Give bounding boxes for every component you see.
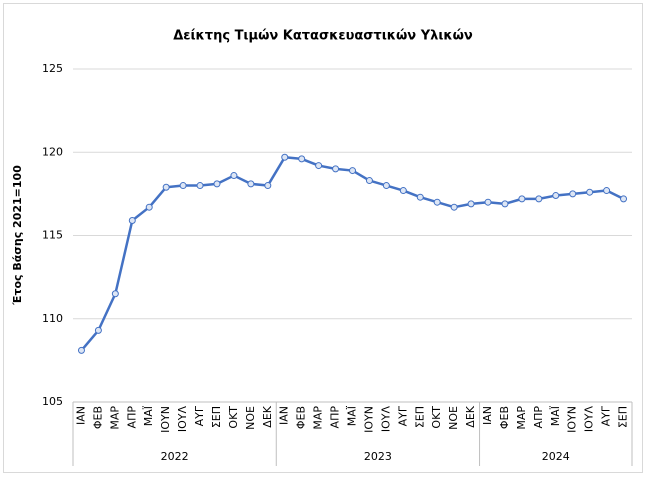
x-tick-label: ΜΑΡ (108, 406, 121, 430)
data-point (315, 162, 323, 170)
x-tick-label: ΣΕΠ (210, 406, 223, 428)
data-point (332, 165, 340, 173)
x-tick-label: ΙΟΥΛ (176, 406, 189, 433)
x-tick-label: ΑΥΓ (396, 405, 409, 426)
chart-border (3, 3, 643, 473)
data-point (535, 195, 543, 203)
data-point (416, 193, 424, 201)
x-tick-label: ΦΕΒ (91, 406, 104, 429)
x-tick-label: ΦΕΒ (498, 406, 511, 429)
y-axis-title: Έτος Βάσης 2021=100 (11, 165, 24, 306)
y-tick-label: 115 (42, 229, 63, 242)
data-point (484, 198, 492, 206)
y-tick-label: 120 (42, 145, 63, 158)
x-tick-label: ΜΑΪ (346, 405, 359, 426)
x-tick-label: ΑΥΓ (600, 405, 613, 426)
data-point (518, 195, 526, 203)
x-tick-label: ΣΕΠ (413, 406, 426, 428)
data-point (586, 188, 594, 196)
data-point (247, 180, 255, 188)
data-point (467, 200, 475, 208)
data-point (552, 192, 560, 200)
x-tick-label: ΜΑΡ (312, 406, 325, 430)
x-tick-label: ΙΑΝ (74, 406, 87, 425)
y-tick-label: 110 (42, 312, 63, 325)
x-tick-label: ΙΟΥΝ (566, 406, 579, 433)
data-point (162, 183, 170, 191)
data-point (281, 153, 289, 161)
data-point (77, 346, 85, 354)
data-point (230, 172, 238, 180)
group-label: 2024 (542, 450, 570, 463)
x-tick-label: ΜΑΡ (515, 406, 528, 430)
x-tick-label: ΜΑΪ (142, 405, 155, 426)
data-point (213, 180, 221, 188)
x-tick-label: ΙΟΥΛ (583, 406, 596, 433)
data-point (298, 155, 306, 163)
data-point (128, 217, 136, 225)
y-tick-label: 105 (42, 395, 63, 408)
data-point (145, 203, 153, 211)
x-tick-label: ΑΠΡ (532, 406, 545, 429)
data-point (399, 187, 407, 195)
data-point (603, 187, 611, 195)
data-point (433, 198, 441, 206)
data-point (94, 326, 102, 334)
x-tick-label: ΙΑΝ (481, 406, 494, 425)
data-point (179, 182, 187, 190)
x-tick-label: ΣΕΠ (617, 406, 630, 428)
data-point (501, 200, 509, 208)
data-point (450, 203, 458, 211)
x-tick-label: ΝΟΕ (244, 406, 257, 430)
x-tick-label: ΟΚΤ (227, 406, 240, 429)
x-tick-label: ΙΟΥΛ (379, 406, 392, 433)
data-point (365, 177, 373, 185)
chart-title: Δείκτης Τιμών Κατασκευαστικών Υλικών (173, 29, 473, 44)
x-tick-label: ΔΕΚ (464, 405, 477, 427)
data-point (569, 190, 577, 198)
x-tick-label: ΙΑΝ (278, 406, 291, 425)
x-tick-label: ΑΥΓ (193, 405, 206, 426)
data-point (620, 195, 628, 203)
x-tick-label: ΙΟΥΝ (159, 406, 172, 433)
x-tick-label: ΑΠΡ (329, 406, 342, 429)
data-point (382, 182, 390, 190)
x-tick-label: ΜΑΪ (549, 405, 562, 426)
group-label: 2023 (364, 450, 392, 463)
x-tick-label: ΟΚΤ (430, 406, 443, 429)
data-point (264, 182, 272, 190)
x-tick-label: ΦΕΒ (295, 406, 308, 429)
group-label: 2022 (161, 450, 189, 463)
x-tick-label: ΝΟΕ (447, 406, 460, 430)
x-tick-label: ΑΠΡ (125, 406, 138, 429)
x-tick-label: ΔΕΚ (261, 405, 274, 427)
data-point (111, 290, 119, 298)
y-tick-label: 125 (42, 62, 63, 75)
data-point (349, 167, 356, 175)
x-tick-label: ΙΟΥΝ (362, 406, 375, 433)
data-point (196, 182, 204, 190)
